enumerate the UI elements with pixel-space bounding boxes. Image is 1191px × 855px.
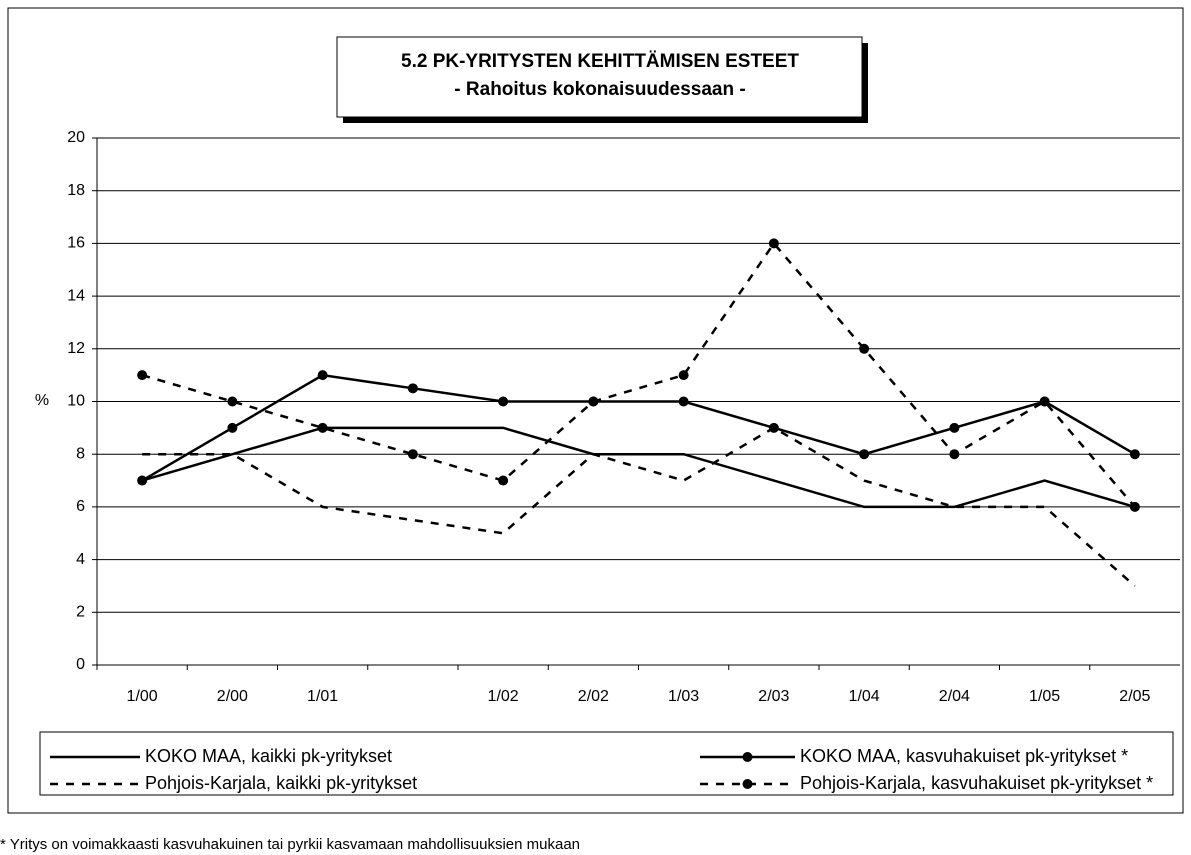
title-box — [336, 36, 863, 118]
data-point — [317, 422, 328, 433]
data-point — [678, 396, 689, 407]
legend-box — [39, 731, 1174, 796]
x-tick-label: 2/00 — [217, 688, 248, 705]
legend-label: KOKO MAA, kasvuhakuiset pk-yritykset * — [800, 746, 1128, 766]
chart-title: 5.2 PK-YRITYSTEN KEHITTÄMISEN ESTEET — [401, 51, 799, 72]
x-tick-label: 1/05 — [1029, 688, 1060, 705]
data-point — [949, 449, 960, 460]
data-point — [498, 396, 509, 407]
x-tick-label: 1/04 — [849, 688, 880, 705]
y-tick-label: 6 — [76, 498, 85, 515]
y-tick-label: 0 — [76, 656, 85, 673]
x-tick-label: 1/00 — [127, 688, 158, 705]
footnote: * Yritys on voimakkaasti kasvuhakuinen t… — [0, 836, 580, 853]
data-point — [949, 422, 960, 433]
legend-marker — [742, 752, 753, 762]
data-point — [1129, 501, 1140, 512]
y-tick-label: 10 — [67, 393, 85, 410]
y-tick-label: 18 — [67, 182, 85, 199]
y-tick-label: 20 — [67, 129, 85, 146]
chart-subtitle: - Rahoitus kokonaisuudessaan - — [454, 79, 745, 100]
chart-border — [7, 7, 1184, 814]
data-point — [678, 370, 689, 381]
data-point — [1129, 449, 1140, 460]
data-point — [137, 475, 148, 486]
x-tick-label: 2/04 — [939, 688, 970, 705]
data-point — [227, 422, 238, 433]
data-point — [137, 370, 148, 381]
x-tick-label: 1/01 — [307, 688, 338, 705]
data-point — [407, 449, 418, 460]
x-tick-label: 2/05 — [1119, 688, 1150, 705]
y-axis-label: % — [35, 392, 49, 409]
series-line — [141, 426, 1136, 509]
legend-marker — [742, 779, 753, 789]
data-point — [588, 396, 599, 407]
data-point — [227, 396, 238, 407]
x-tick-label: 1/02 — [488, 688, 519, 705]
x-tick-label: 2/02 — [578, 688, 609, 705]
y-tick-label: 12 — [67, 340, 85, 357]
data-point — [498, 475, 509, 486]
data-point — [407, 383, 418, 394]
y-tick-label: 2 — [76, 604, 85, 621]
data-point — [1039, 396, 1050, 407]
series-line — [142, 426, 1136, 587]
y-tick-label: 8 — [76, 445, 85, 462]
series-line — [141, 373, 1136, 482]
legend-label: Pohjois-Karjala, kasvuhakuiset pk-yrityk… — [800, 773, 1153, 793]
legend-label: Pohjois-Karjala, kaikki pk-yritykset — [145, 773, 417, 793]
data-point — [317, 370, 328, 381]
y-tick-label: 14 — [67, 287, 85, 304]
series-line — [141, 241, 1136, 508]
legend-label: KOKO MAA, kaikki pk-yritykset — [145, 746, 392, 766]
y-tick-label: 4 — [76, 551, 85, 568]
x-tick-label: 2/03 — [758, 688, 789, 705]
data-point — [768, 238, 779, 249]
data-point — [859, 343, 870, 354]
x-tick-label: 1/03 — [668, 688, 699, 705]
data-point — [859, 449, 870, 460]
y-tick-label: 16 — [67, 235, 85, 252]
